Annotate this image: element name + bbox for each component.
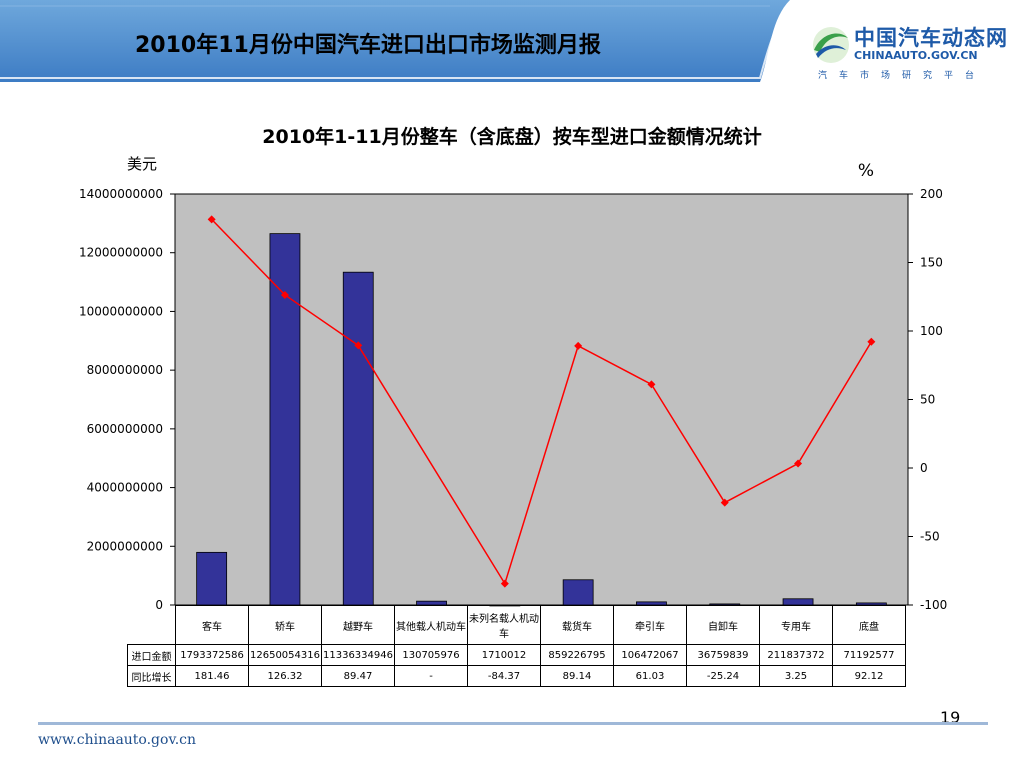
- import-value-cell: 11336334946: [321, 644, 395, 666]
- brand-tagline: 汽车市场研究平台: [818, 71, 987, 81]
- category-cell: 其他载人机动车: [394, 605, 468, 645]
- growth-value-cell: 92.12: [832, 665, 906, 687]
- growth-value-cell: 3.25: [759, 665, 833, 687]
- row-label-import: 进口金额: [127, 644, 176, 666]
- import-value-cell: 36759839: [686, 644, 760, 666]
- growth-point: [647, 380, 656, 389]
- y-tick-label: 6000000000: [87, 422, 163, 436]
- y2-tick-label: 50: [920, 393, 935, 407]
- header-banner: [0, 0, 796, 82]
- category-cell: 轿车: [248, 605, 322, 645]
- growth-value-cell: 61.03: [613, 665, 687, 687]
- y-tick-label: 0: [155, 598, 163, 612]
- import-value-cell: 859226795: [540, 644, 614, 666]
- growth-value-cell: 181.46: [175, 665, 249, 687]
- y-tick-label: 12000000000: [79, 246, 163, 260]
- brand-logo-block: 中国汽车动态网 CHINAAUTO.GOV.CN 汽车市场研究平台: [810, 22, 1007, 84]
- import-value-cell: 71192577: [832, 644, 906, 666]
- growth-point: [500, 579, 509, 588]
- y2-tick-label: 100: [920, 324, 943, 338]
- growth-value-cell: 89.14: [540, 665, 614, 687]
- data-table: 客车 轿车 越野车 其他载人机动车 未列名载人机动车 载货车 牵引车 自卸车 专…: [127, 605, 906, 687]
- y-tick-label: 8000000000: [87, 363, 163, 377]
- y-axis-label: 美元: [127, 155, 157, 173]
- growth-value-cell: -25.24: [686, 665, 760, 687]
- growth-value-cell: -84.37: [467, 665, 541, 687]
- growth-point: [207, 215, 216, 224]
- y2-tick-label: 150: [920, 256, 943, 270]
- bar: [342, 271, 374, 606]
- category-cell: 牵引车: [613, 605, 687, 645]
- y2-tick-label: -100: [920, 598, 947, 612]
- table-row-import: 进口金额 1793372586 12650054316 11336334946 …: [127, 644, 906, 666]
- growth-point: [574, 341, 583, 350]
- category-cell: 专用车: [759, 605, 833, 645]
- y-tick-label: 2000000000: [87, 539, 163, 553]
- row-label-growth: 同比增长: [127, 665, 176, 687]
- import-value-cell: 211837372: [759, 644, 833, 666]
- y2-tick-label: 200: [920, 187, 943, 201]
- import-value-cell: 1710012: [467, 644, 541, 666]
- growth-point: [867, 337, 876, 346]
- y-tick-label: 14000000000: [79, 187, 163, 201]
- brand-name: 中国汽车动态网: [854, 26, 1008, 50]
- import-value-cell: 1793372586: [175, 644, 249, 666]
- growth-point: [794, 459, 803, 468]
- brand-domain: CHINAAUTO.GOV.CN: [854, 49, 978, 62]
- bar: [636, 601, 667, 606]
- y-tick-label: 4000000000: [87, 481, 163, 495]
- import-value-cell: 130705976: [394, 644, 468, 666]
- growth-value-cell: 126.32: [248, 665, 322, 687]
- category-cell: 越野车: [321, 605, 395, 645]
- growth-value-cell: 89.47: [321, 665, 395, 687]
- table-row-growth: 同比增长 181.46 126.32 89.47 - -84.37 89.14 …: [127, 665, 906, 687]
- brand-swoosh-icon: [813, 27, 849, 63]
- category-cell: 底盘: [832, 605, 906, 645]
- slide-title: 2010年11月份中国汽车进口出口市场监测月报: [135, 33, 601, 58]
- bar: [562, 579, 594, 606]
- footer-divider: [38, 722, 988, 725]
- footer-url: www.chinaauto.gov.cn: [38, 732, 197, 748]
- import-value-cell: 106472067: [613, 644, 687, 666]
- y2-tick-label: 0: [920, 461, 928, 475]
- growth-value-cell: -: [394, 665, 468, 687]
- table-row-categories: 客车 轿车 越野车 其他载人机动车 未列名载人机动车 载货车 牵引车 自卸车 专…: [127, 605, 906, 645]
- category-cell: 未列名载人机动车: [467, 605, 541, 645]
- category-cell: 客车: [175, 605, 249, 645]
- growth-point: [720, 498, 729, 507]
- bar: [855, 602, 887, 606]
- y-tick-label: 10000000000: [79, 304, 163, 318]
- y2-tick-label: -50: [920, 530, 940, 544]
- bar: [196, 551, 228, 606]
- import-value-cell: 12650054316: [248, 644, 322, 666]
- category-cell: 自卸车: [686, 605, 760, 645]
- bar: [269, 233, 301, 606]
- category-cell: 载货车: [540, 605, 614, 645]
- growth-point: [280, 290, 289, 299]
- bar: [416, 600, 447, 606]
- growth-point: [354, 341, 363, 350]
- table-corner-cell: [127, 605, 176, 645]
- y2-axis-label: %: [858, 161, 874, 181]
- chart-title: 2010年1-11月份整车（含底盘）按车型进口金额情况统计: [262, 125, 761, 148]
